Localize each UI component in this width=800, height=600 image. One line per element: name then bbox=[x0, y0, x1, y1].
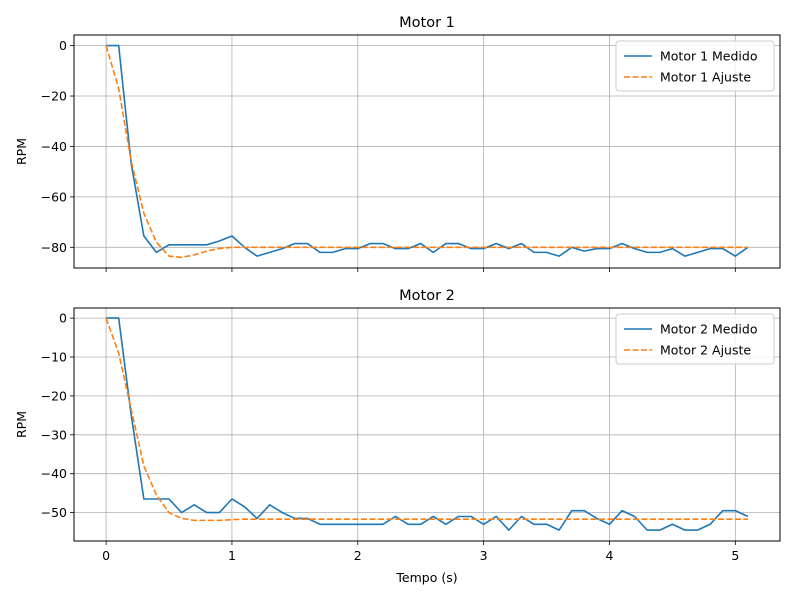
axes-frame bbox=[73, 34, 781, 269]
y-tick-label: −50 bbox=[41, 505, 67, 520]
y-tick-label: 0 bbox=[59, 38, 67, 53]
x-tick-label: 3 bbox=[480, 548, 488, 563]
y-ticks: 0 −20 −40 −60 −80 bbox=[41, 38, 74, 255]
y-tick-label: 0 bbox=[59, 311, 67, 326]
chart-title: Motor 1 bbox=[399, 15, 455, 31]
chart-title: Motor 2 bbox=[399, 288, 455, 304]
subplot-motor-2: 0 1 2 3 4 5 0 −10 −20 −30 −40 −50 Motor 2 RPM Temp… bbox=[14, 288, 781, 585]
axes-frame bbox=[73, 307, 781, 542]
grid bbox=[74, 308, 780, 541]
legend: Motor 1 Medido Motor 1 Ajuste bbox=[615, 40, 775, 92]
x-tick-label: 5 bbox=[731, 548, 739, 563]
y-tick-label: −20 bbox=[41, 388, 67, 403]
y-ticks: 0 −10 −20 −30 −40 −50 bbox=[41, 311, 74, 520]
y-axis-label: RPM bbox=[14, 138, 29, 165]
subplot-motor-1: 0 −20 −40 −60 −80 Motor 1 RPM Motor 1 Medido… bbox=[14, 15, 781, 272]
series-line-motor-1-ajuste bbox=[105, 45, 748, 259]
series-line-motor-2-ajuste bbox=[105, 317, 748, 522]
legend-label: Motor 2 Ajuste bbox=[660, 343, 751, 358]
x-tick-label: 2 bbox=[354, 548, 362, 563]
y-tick-label: −20 bbox=[41, 89, 67, 104]
plot-lines bbox=[105, 44, 749, 259]
y-tick-label: −40 bbox=[41, 139, 67, 154]
x-ticks: 0 1 2 3 4 5 bbox=[102, 541, 739, 563]
y-tick-label: −60 bbox=[41, 189, 67, 204]
y-tick-label: −30 bbox=[41, 427, 67, 442]
legend-box bbox=[615, 40, 775, 92]
x-tick-label: 4 bbox=[606, 548, 614, 563]
x-axis-label: Tempo (s) bbox=[395, 570, 457, 585]
x-ticks bbox=[105, 268, 736, 272]
legend-label: Motor 1 Medido bbox=[660, 49, 758, 64]
y-axis-label: RPM bbox=[14, 411, 29, 438]
plot-lines bbox=[105, 317, 749, 531]
y-tick-label: −80 bbox=[41, 240, 67, 255]
series-line-motor-2-medido bbox=[106, 317, 749, 531]
y-tick-label: −40 bbox=[41, 466, 67, 481]
legend-label: Motor 2 Medido bbox=[660, 322, 758, 337]
legend-box bbox=[615, 313, 775, 365]
legend: Motor 2 Medido Motor 2 Ajuste bbox=[615, 313, 775, 365]
y-tick-label: −10 bbox=[41, 350, 67, 365]
x-tick-label: 0 bbox=[102, 548, 110, 563]
legend-label: Motor 1 Ajuste bbox=[660, 70, 751, 85]
x-tick-label: 1 bbox=[228, 548, 236, 563]
